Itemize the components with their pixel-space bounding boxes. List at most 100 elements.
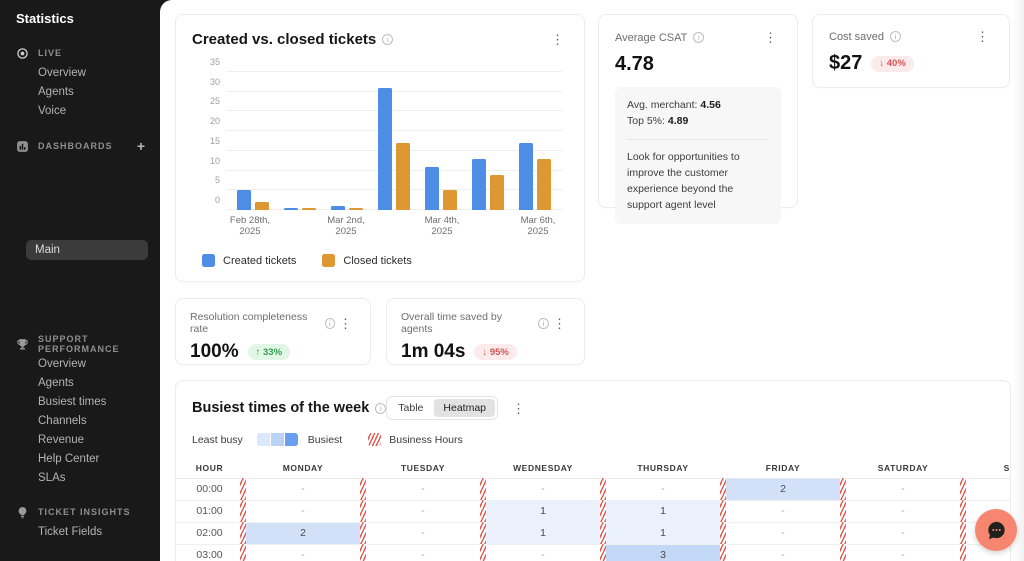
y-axis-tick: 10 <box>209 155 220 166</box>
x-axis-tick: Mar 4th, 2025 <box>424 215 460 237</box>
heatmap-cell: 1 <box>600 521 723 545</box>
kebab-menu-icon[interactable] <box>335 315 356 332</box>
resolution-value: 100% <box>190 341 239 362</box>
heatmap-cell: 1 <box>480 499 603 523</box>
csat-detail-box: Avg. merchant: 4.56 Top 5%: 4.89 Look fo… <box>615 87 781 224</box>
sidebar-section-dashboards: DASHBOARDS <box>0 138 160 154</box>
heat-scale-swatches <box>256 433 298 446</box>
sidebar-item-live-overview[interactable]: Overview <box>38 67 86 79</box>
bar-group <box>277 72 324 210</box>
heatmap-cell: - <box>720 543 843 561</box>
column-header: SUNDAY <box>963 458 1010 479</box>
heatmap-view-button[interactable]: Heatmap <box>434 399 495 417</box>
dashboards-icon <box>16 140 29 153</box>
heatmap-cell: - <box>360 521 483 545</box>
heatmap-cell: - <box>720 521 843 545</box>
y-axis-tick: 0 <box>214 195 220 205</box>
top5-label: Top 5%: <box>627 115 665 128</box>
csat-value: 4.78 <box>615 53 654 75</box>
chat-widget-button[interactable] <box>975 509 1017 551</box>
sidebar-item-sp-revenue[interactable]: Revenue <box>38 434 85 446</box>
kebab-menu-icon[interactable] <box>508 400 529 417</box>
sidebar-item-sp-slas[interactable]: SLAs <box>38 472 66 484</box>
y-axis-tick: 30 <box>209 76 220 87</box>
sidebar-item-ticket-fields[interactable]: Ticket Fields <box>38 526 103 538</box>
sidebar-item-dashboard-main[interactable]: Main <box>26 240 148 260</box>
bar-created-tickets <box>424 166 439 210</box>
bar-created-tickets <box>518 142 533 210</box>
gridline <box>226 110 562 112</box>
y-axis-tick: 5 <box>214 175 220 186</box>
x-axis-tick <box>370 215 418 237</box>
heatmap-row: 03:00---3--- <box>176 543 1010 561</box>
bar-group <box>417 72 464 210</box>
main-content: Created vs. closed tickets 0510152025303… <box>160 0 1024 561</box>
sidebar-item-sp-agents[interactable]: Agents <box>38 377 74 389</box>
merchant-value: 4.56 <box>700 99 721 111</box>
bar-created-tickets <box>284 208 299 210</box>
card-title: Overall time saved by agents <box>401 311 502 335</box>
y-axis-tick: 20 <box>209 116 220 127</box>
info-icon[interactable] <box>890 31 902 42</box>
hour-label: 00:00 <box>176 478 243 501</box>
scroll-edge-shadow <box>1013 0 1024 561</box>
kebab-menu-icon[interactable] <box>547 31 568 48</box>
heatmap-cell: - <box>600 477 723 501</box>
hour-label: 03:00 <box>176 544 243 561</box>
gridline <box>226 169 562 171</box>
heatmap-cell: - <box>360 477 483 501</box>
heatmap-cell: - <box>480 543 603 561</box>
sidebar-section-live: LIVE <box>0 45 160 61</box>
bar-created-tickets <box>378 87 392 210</box>
app-title: Statistics <box>16 11 74 26</box>
legend-label: Created tickets <box>223 254 297 267</box>
time-saved-value: 1m 04s <box>401 341 466 362</box>
sidebar-section-ticket-insights: TICKET INSIGHTS <box>0 504 160 520</box>
heatmap-cell: - <box>360 543 483 561</box>
bar-chart-x-labels: Feb 28th, 2025 Mar 2nd, 2025 Mar 4th, 2025… <box>226 215 562 237</box>
heatmap-cell: 2 <box>240 521 363 545</box>
gridline <box>226 189 562 191</box>
heatmap-cell: - <box>240 477 363 501</box>
legend-swatch <box>322 254 336 267</box>
sidebar-item-sp-overview[interactable]: Overview <box>38 358 86 370</box>
info-icon[interactable] <box>538 317 549 329</box>
add-dashboard-button[interactable] <box>137 139 146 153</box>
gridline <box>226 130 562 132</box>
time-saved-delta-badge: ↓ 95% <box>474 344 517 360</box>
info-icon[interactable] <box>693 32 705 43</box>
heatmap-cell: 1 <box>480 521 603 545</box>
info-icon[interactable] <box>324 317 335 329</box>
x-axis-tick: Mar 6th, 2025 <box>520 215 556 237</box>
average-csat-card: Average CSAT 4.78 Avg. merchant: 4.56 To… <box>598 14 798 224</box>
sidebar-item-live-agents[interactable]: Agents <box>38 86 74 98</box>
y-axis-tick: 35 <box>209 57 220 67</box>
sidebar-item-sp-busiest-times[interactable]: Busiest times <box>38 396 107 408</box>
kebab-menu-icon[interactable] <box>549 315 570 332</box>
heatmap-cell: - <box>360 499 483 523</box>
info-icon[interactable] <box>375 402 387 414</box>
busiest-times-heatmap: HOUR MONDAY TUESDAY WEDNESDAY THURSDAY FRIDAY… <box>176 458 1010 561</box>
bar-group <box>371 72 418 210</box>
kebab-menu-icon[interactable] <box>760 29 781 46</box>
sidebar-item-sp-help-center[interactable]: Help Center <box>38 453 100 465</box>
heat-swatch <box>256 433 270 446</box>
info-icon[interactable] <box>382 34 394 45</box>
busiest-times-card: Busiest times of the week Table Heatmap … <box>175 380 1011 561</box>
sidebar-item-sp-channels[interactable]: Channels <box>38 415 87 427</box>
busiest-label: Busiest <box>307 433 343 446</box>
x-axis-tick <box>466 215 514 237</box>
section-label: DASHBOARDS <box>38 141 113 151</box>
heatmap-row: 00:00----2-- <box>176 477 1010 501</box>
cost-saved-card: Cost saved $27 ↓ 40% <box>812 14 1010 88</box>
kebab-menu-icon[interactable] <box>972 28 993 45</box>
bar-created-tickets <box>331 206 346 210</box>
heatmap-cell: - <box>840 477 963 501</box>
csat-note: Look for opportunities to improve the cu… <box>627 150 740 212</box>
sidebar-item-live-voice[interactable]: Voice <box>38 105 67 117</box>
table-view-button[interactable]: Table <box>389 399 432 417</box>
legend-item: Closed tickets <box>322 254 412 267</box>
bar-closed-tickets <box>536 158 551 210</box>
legend-label: Closed tickets <box>343 254 412 267</box>
column-header: FRIDAY <box>723 458 843 479</box>
